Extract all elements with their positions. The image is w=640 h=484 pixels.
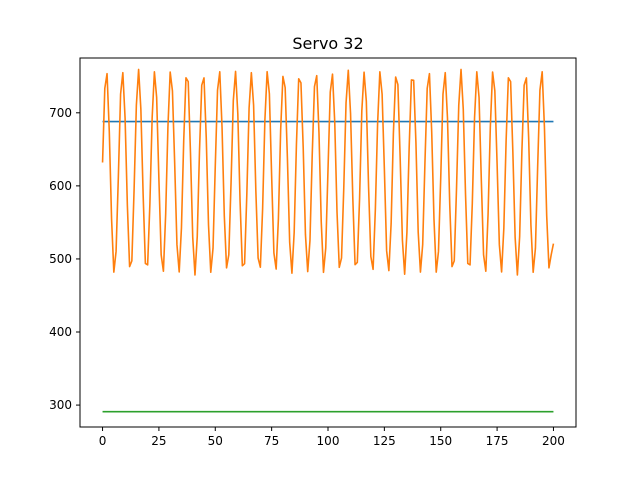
plot-area [101,68,555,413]
x-tick-label: 25 [151,434,166,448]
y-tick-label: 300 [49,398,72,412]
y-tick-label: 500 [49,252,72,266]
x-tick-label: 100 [317,434,340,448]
chart-title: Servo 32 [292,34,363,53]
series-line-2 [101,68,555,276]
y-tick-label: 400 [49,325,72,339]
x-tick-label: 75 [264,434,279,448]
y-tick-label: 700 [49,106,72,120]
x-tick-label: 150 [429,434,452,448]
x-tick-label: 125 [373,434,396,448]
x-tick-label: 50 [208,434,223,448]
y-tick-label: 600 [49,179,72,193]
x-tick-label: 175 [486,434,509,448]
x-tick-label: 200 [542,434,565,448]
axes: 0 25 50 75 100 125 150 175 200 300 400 500 600 700 [49,57,577,448]
x-tick-label: 0 [99,434,107,448]
